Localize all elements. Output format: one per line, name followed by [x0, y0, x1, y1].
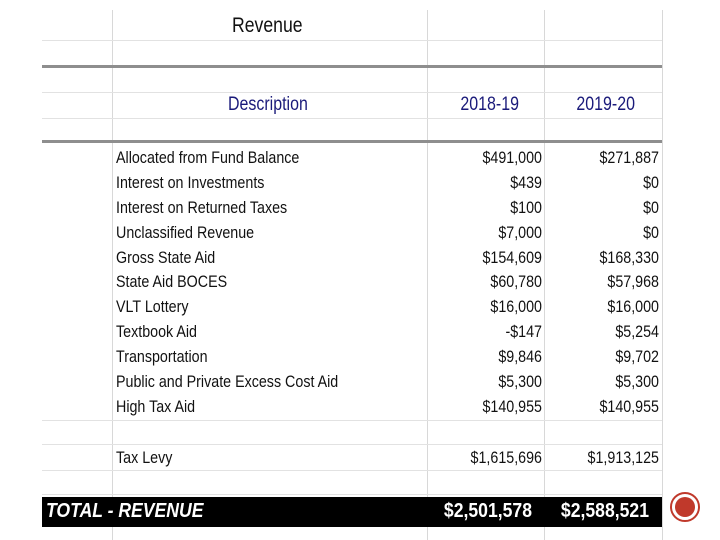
slide-nav-button[interactable]	[670, 492, 700, 522]
total-2019-20: $2,588,521	[560, 500, 649, 522]
row-value-2018-19: $5,300	[498, 372, 542, 391]
header-2018-19: 2018-19	[460, 94, 519, 115]
circle-icon	[675, 497, 695, 517]
grid-line-horizontal	[42, 494, 662, 495]
row-value-2019-20: $0	[643, 198, 659, 217]
grid-line-horizontal	[42, 420, 662, 421]
row-label: Transportation	[116, 347, 208, 366]
row-value-2018-19: $100	[510, 198, 542, 217]
row-label: VLT Lottery	[116, 297, 189, 316]
row-label: High Tax Aid	[116, 397, 196, 416]
header-top-rule	[42, 65, 662, 68]
grid-line-vertical	[427, 10, 428, 540]
row-label: Gross State Aid	[116, 248, 216, 267]
row-value-2019-20: $16,000	[607, 297, 659, 316]
grid-line-vertical	[544, 10, 545, 540]
row-label: Textbook Aid	[116, 322, 197, 341]
header-description: Description	[228, 94, 308, 115]
grid-line-horizontal	[42, 118, 662, 119]
tax-levy-2018-19: $1,615,696	[470, 448, 542, 467]
row-value-2018-19: -$147	[505, 322, 542, 341]
row-value-2019-20: $57,968	[607, 272, 659, 291]
row-value-2019-20: $9,702	[615, 347, 659, 366]
row-value-2018-19: $16,000	[490, 297, 542, 316]
total-label: TOTAL - REVENUE	[46, 500, 204, 522]
row-value-2018-19: $7,000	[498, 223, 542, 242]
row-value-2019-20: $5,300	[615, 372, 659, 391]
row-value-2018-19: $9,846	[498, 347, 542, 366]
row-value-2018-19: $140,955	[482, 397, 542, 416]
row-value-2019-20: $5,254	[615, 322, 659, 341]
row-value-2019-20: $0	[643, 173, 659, 192]
grid-line-horizontal	[42, 470, 662, 471]
row-value-2018-19: $60,780	[490, 272, 542, 291]
row-label: State Aid BOCES	[116, 272, 228, 291]
grid-line-vertical	[662, 10, 663, 540]
row-value-2019-20: $271,887	[599, 148, 659, 167]
row-label: Public and Private Excess Cost Aid	[116, 372, 339, 391]
row-label: Interest on Returned Taxes	[116, 198, 288, 217]
tax-levy-2019-20: $1,913,125	[587, 448, 659, 467]
row-value-2018-19: $491,000	[482, 148, 542, 167]
header-2019-20: 2019-20	[576, 94, 635, 115]
row-label: Interest on Investments	[116, 173, 265, 192]
row-value-2019-20: $0	[643, 223, 659, 242]
row-label: Unclassified Revenue	[116, 223, 255, 242]
row-value-2019-20: $140,955	[599, 397, 659, 416]
total-row	[42, 497, 662, 527]
total-2018-19: $2,501,578	[443, 500, 532, 522]
sheet-title: Revenue	[232, 14, 303, 37]
grid-line-horizontal	[42, 40, 662, 41]
header-bottom-rule	[42, 140, 662, 143]
grid-line-horizontal	[42, 444, 662, 445]
row-value-2018-19: $154,609	[482, 248, 542, 267]
row-label: Allocated from Fund Balance	[116, 148, 300, 167]
tax-levy-label: Tax Levy	[116, 448, 173, 467]
grid-line-horizontal	[42, 92, 662, 93]
row-value-2018-19: $439	[510, 173, 542, 192]
row-value-2019-20: $168,330	[599, 248, 659, 267]
grid-line-vertical	[112, 10, 113, 540]
